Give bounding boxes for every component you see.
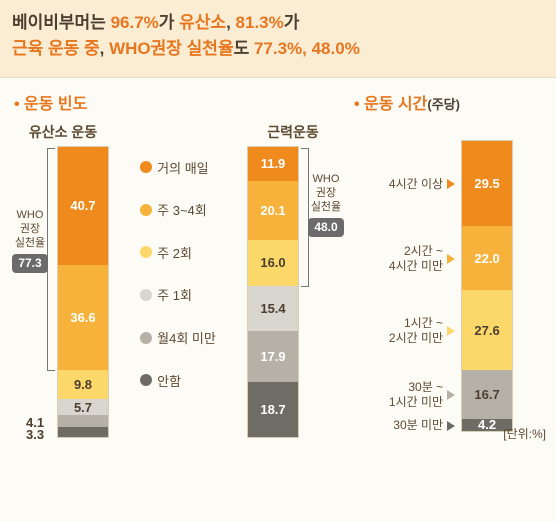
time-axis-label: 4시간 이상: [389, 142, 455, 228]
bar-segment: 17.9: [248, 331, 298, 383]
h1b: 96.7%: [111, 13, 159, 32]
freq-title: 운동 빈도: [14, 90, 87, 114]
bar-segment: 3.3: [58, 427, 108, 437]
time-axis-label: 30분 미만: [389, 419, 455, 431]
triangle-icon: [447, 390, 455, 400]
strength-col: 근력운동 WHO권장실천율48.0 11.920.116.015.417.918…: [238, 122, 348, 438]
h1g: 가: [284, 13, 300, 32]
charts-area: 운동 빈도 유산소 운동 WHO권장실천율77.3 40.736.69.85.7…: [0, 78, 556, 446]
legend-item: 주 1회: [140, 285, 216, 304]
bar-segment: 11.9: [248, 147, 298, 182]
legend-item: 주 2회: [140, 243, 216, 262]
header: 베이비부머는 96.7%가 유산소, 81.3%가 근육 운동 중, WHO권장…: [0, 0, 556, 78]
strength-who-value: 48.0: [308, 218, 343, 238]
time-bar-outer: 29.522.027.616.74.2: [461, 142, 513, 432]
legend-label: 주 3~4회: [157, 200, 207, 219]
legend-dot-icon: [140, 289, 152, 301]
time-segment: 16.7: [462, 370, 512, 418]
strength-who-bracket: WHO권장실천율48.0: [303, 148, 349, 287]
legend-item: 거의 매일: [140, 158, 216, 177]
bar-segment: 15.4: [248, 286, 298, 331]
bar-segment: 9.8: [58, 370, 108, 398]
h2c: WHO권장 실천율: [109, 39, 233, 58]
aerobic-who-value: 77.3: [12, 254, 47, 274]
bar-segment: 18.7: [248, 382, 298, 436]
time-segment: 22.0: [462, 226, 512, 290]
unit-label: [단위:%]: [503, 425, 546, 442]
legend-dot-icon: [140, 161, 152, 173]
bar-segment: 20.1: [248, 181, 298, 239]
triangle-icon: [447, 421, 455, 431]
legend-item: 주 3~4회: [140, 200, 216, 219]
h2d: 도: [234, 39, 254, 58]
bar-segment: 4.1: [58, 415, 108, 427]
h1d: 유산소: [179, 13, 226, 32]
aerobic-col: 유산소 운동 WHO권장실천율77.3 40.736.69.85.74.13.3: [8, 122, 118, 438]
time-axis-label: 2시간 ~4시간 미만: [389, 227, 455, 291]
h1f: 81.3%: [236, 13, 284, 32]
frequency-section: 운동 빈도 유산소 운동 WHO권장실천율77.3 40.736.69.85.7…: [8, 90, 348, 438]
aerobic-bar-outer: WHO권장실천율77.3 40.736.69.85.74.13.3: [57, 148, 109, 438]
time-axis-label: 1시간 ~2시간 미만: [389, 291, 455, 371]
legend-label: 거의 매일: [157, 158, 208, 177]
legend-label: 주 2회: [157, 243, 192, 262]
h2b: ,: [100, 39, 109, 58]
time-section: 운동 시간(주당) 4시간 이상2시간 ~4시간 미만1시간 ~2시간 미만30…: [354, 90, 548, 438]
legend-item: 안함: [140, 371, 216, 390]
time-axis-label: 30분 ~1시간 미만: [389, 371, 455, 419]
time-segment: 29.5: [462, 141, 512, 227]
freq-legend: 거의 매일주 3~4회주 2회주 1회월4회 미만안함: [140, 122, 216, 402]
bar-segment: 5.7: [58, 399, 108, 415]
aerobic-bar: 40.736.69.85.74.13.3: [57, 146, 109, 438]
triangle-icon: [447, 254, 455, 264]
h1c: 가: [159, 13, 179, 32]
bar-segment: 40.7: [58, 147, 108, 265]
time-bar: 29.522.027.616.74.2: [461, 140, 513, 432]
triangle-icon: [447, 326, 455, 336]
time-segment: 27.6: [462, 290, 512, 370]
aerobic-who-bracket: WHO권장실천율77.3: [7, 148, 53, 372]
h2a: 근육 운동 중: [12, 39, 100, 58]
legend-item: 월4회 미만: [140, 328, 216, 347]
triangle-icon: [447, 179, 455, 189]
legend-label: 주 1회: [157, 285, 192, 304]
bar-segment: 36.6: [58, 265, 108, 371]
strength-bar-outer: WHO권장실천율48.0 11.920.116.015.417.918.7: [247, 148, 299, 438]
strength-title: 근력운동: [267, 122, 319, 142]
legend-dot-icon: [140, 246, 152, 258]
h2e: 77.3%, 48.0%: [254, 39, 360, 58]
time-title: 운동 시간(주당): [354, 90, 460, 114]
legend-dot-icon: [140, 374, 152, 386]
legend-label: 월4회 미만: [157, 328, 216, 347]
legend-dot-icon: [140, 332, 152, 344]
time-labels: 4시간 이상2시간 ~4시간 미만1시간 ~2시간 미만30분 ~1시간 미만3…: [389, 142, 461, 432]
strength-bar: 11.920.116.015.417.918.7: [247, 146, 299, 438]
legend-label: 안함: [157, 371, 181, 390]
h1a: 베이비부머는: [12, 13, 111, 32]
bar-segment: 16.0: [248, 240, 298, 286]
legend-dot-icon: [140, 204, 152, 216]
h1e: ,: [226, 13, 235, 32]
aerobic-title: 유산소 운동: [29, 122, 97, 142]
